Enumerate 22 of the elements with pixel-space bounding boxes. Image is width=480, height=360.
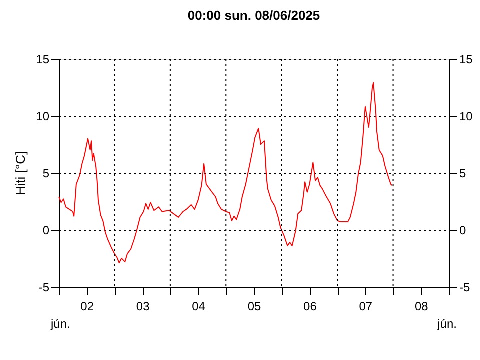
y-tick-label: 15 (36, 52, 50, 66)
x-tick-label: 06 (304, 300, 318, 314)
x-tick-label: 07 (359, 300, 373, 314)
x-tick-label: 04 (192, 300, 206, 314)
y2-tick-label: 0 (460, 224, 466, 238)
text: jún. (436, 317, 457, 331)
y-axis-title: Hiti [°C] (13, 151, 28, 196)
y2-tick-label: 5 (460, 166, 466, 180)
y-tick-label: -5 (38, 280, 50, 294)
y-tick-label: 0 (42, 224, 50, 238)
line-series (58, 82, 393, 264)
y2-tick-label: 15 (460, 52, 474, 66)
x-tick-label: 05 (248, 300, 262, 314)
y-tick-label: 5 (42, 166, 50, 180)
y2-tick-label: 10 (460, 110, 474, 124)
x-tick-label: 08 (414, 300, 429, 314)
y2-tick-label: -5 (460, 280, 470, 294)
x-tick-label: 02 (80, 300, 94, 314)
text: jún. (50, 317, 70, 331)
chart-title: 00:00 sun. 08/06/2025 (188, 8, 320, 23)
y-tick-label: 10 (36, 110, 50, 124)
x-tick-label: 03 (136, 300, 150, 314)
